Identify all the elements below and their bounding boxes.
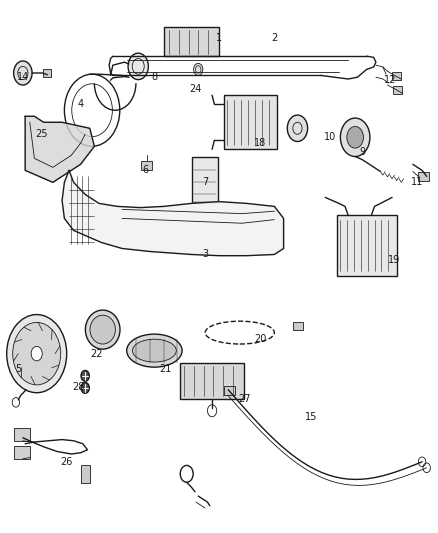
Text: 28: 28: [72, 382, 85, 392]
Ellipse shape: [132, 339, 177, 362]
Circle shape: [347, 126, 364, 148]
Bar: [164, 27, 219, 56]
Circle shape: [14, 61, 32, 85]
Circle shape: [31, 346, 42, 361]
Ellipse shape: [90, 315, 115, 344]
Text: 24: 24: [190, 84, 202, 94]
Bar: [293, 322, 303, 329]
Bar: [14, 446, 30, 459]
Ellipse shape: [127, 334, 182, 367]
Text: 12: 12: [384, 75, 396, 85]
Bar: [392, 86, 402, 94]
Bar: [392, 72, 401, 80]
Text: 3: 3: [202, 249, 208, 260]
Text: 9: 9: [359, 147, 365, 157]
Text: 14: 14: [17, 72, 29, 82]
Bar: [418, 172, 428, 181]
Text: 15: 15: [305, 411, 318, 422]
Circle shape: [128, 53, 148, 79]
Text: 4: 4: [78, 99, 84, 109]
Circle shape: [194, 63, 203, 75]
Text: 19: 19: [388, 255, 400, 265]
Circle shape: [81, 370, 89, 381]
Text: 5: 5: [15, 364, 21, 374]
Bar: [224, 386, 235, 395]
Text: 8: 8: [151, 72, 157, 82]
Circle shape: [340, 118, 370, 157]
Text: 7: 7: [202, 177, 208, 188]
Circle shape: [13, 322, 61, 385]
Text: 2: 2: [271, 33, 278, 43]
Text: 10: 10: [324, 132, 336, 142]
Text: 27: 27: [238, 394, 251, 403]
Text: 6: 6: [142, 165, 148, 175]
Bar: [192, 157, 218, 201]
Ellipse shape: [85, 310, 120, 349]
Bar: [141, 161, 152, 171]
Bar: [224, 95, 277, 149]
Text: 18: 18: [254, 138, 267, 148]
Text: 26: 26: [60, 457, 73, 467]
Text: 11: 11: [411, 177, 424, 188]
Circle shape: [7, 314, 67, 393]
Text: 1: 1: [216, 33, 222, 43]
Circle shape: [81, 383, 89, 393]
Circle shape: [287, 115, 307, 141]
Text: 22: 22: [90, 349, 103, 359]
Text: 21: 21: [160, 364, 172, 374]
Text: 25: 25: [35, 130, 48, 139]
Bar: [14, 427, 30, 441]
Bar: [337, 215, 397, 276]
Polygon shape: [62, 171, 284, 256]
Bar: [81, 465, 90, 483]
Text: 20: 20: [254, 334, 267, 344]
Bar: [42, 69, 51, 77]
Polygon shape: [25, 116, 94, 182]
Bar: [180, 362, 244, 399]
